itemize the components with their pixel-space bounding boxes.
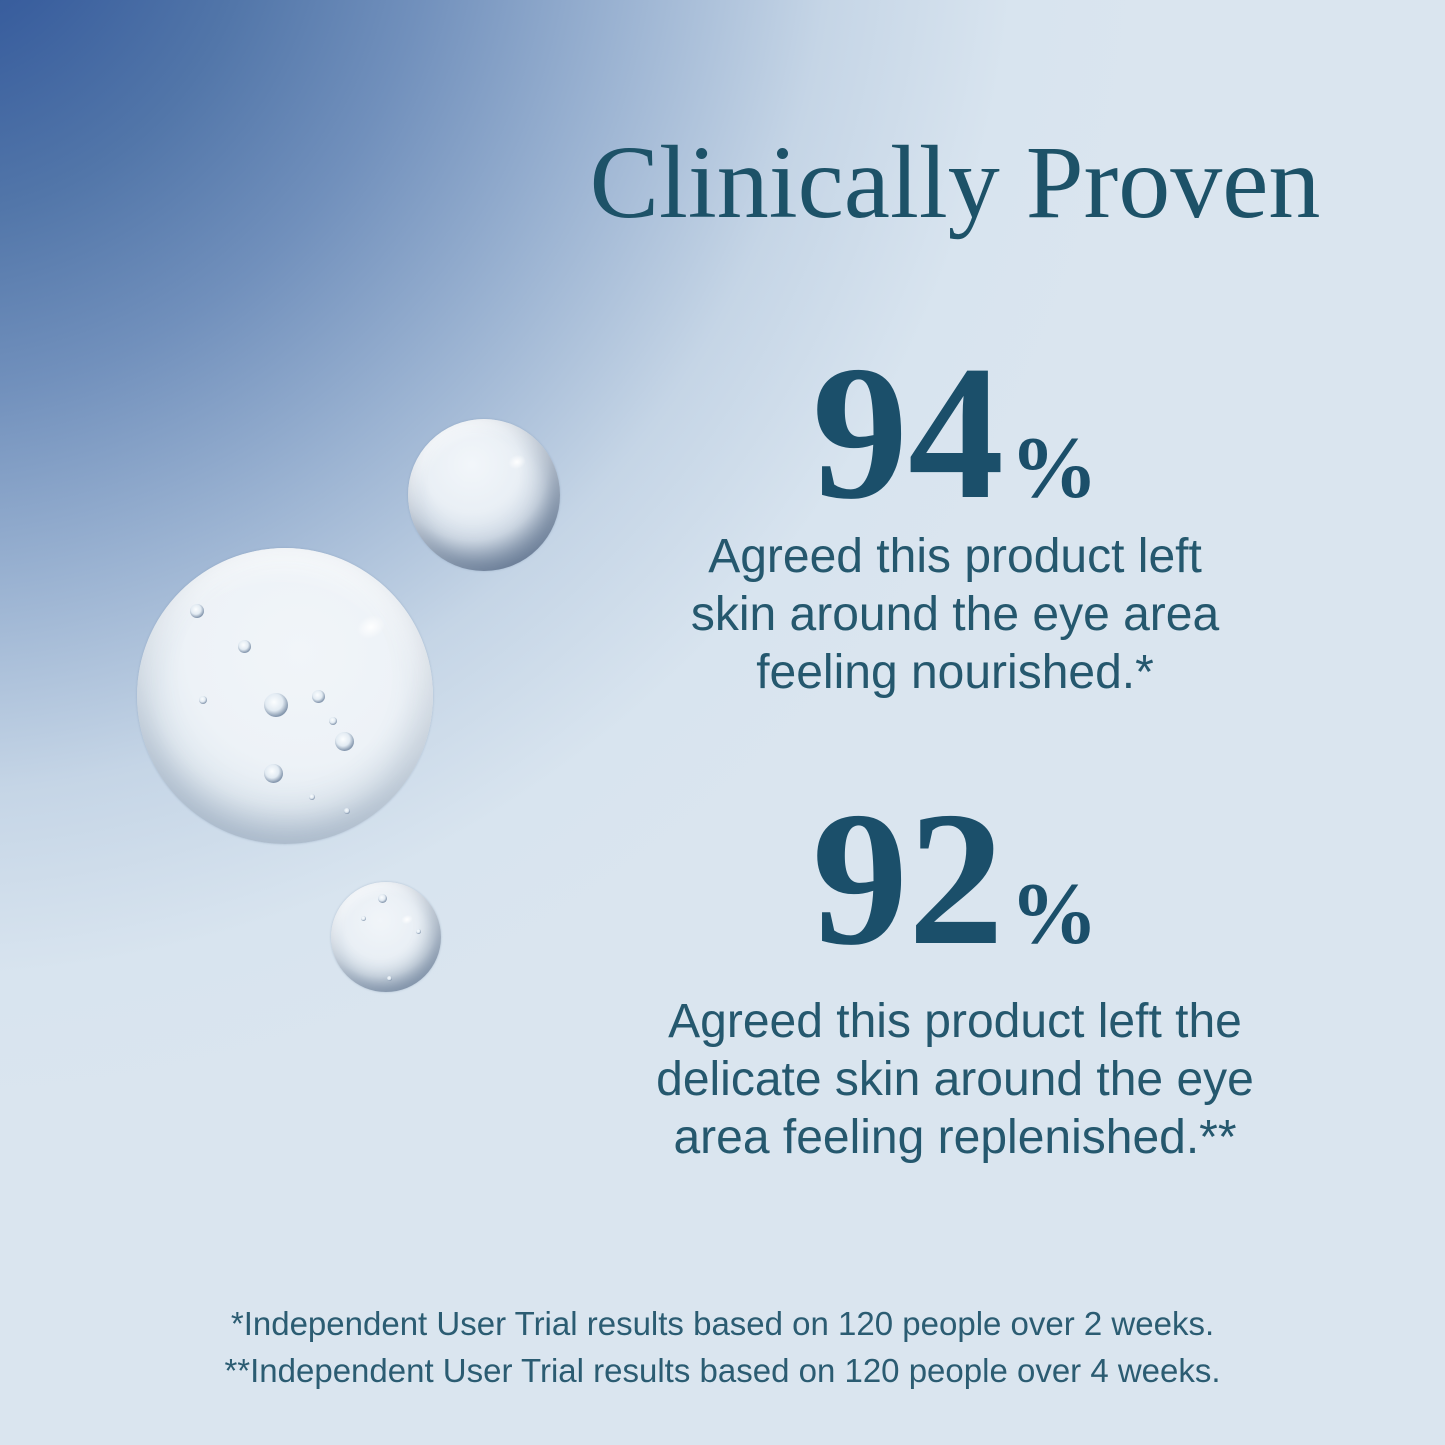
micro-bubble-icon: [415, 929, 421, 935]
serum-bubble-medium-icon: [408, 419, 560, 571]
micro-bubble-icon: [311, 690, 325, 704]
stat-value-92: 92%: [535, 783, 1375, 975]
stat-description-line: feeling nourished.*: [756, 646, 1154, 699]
stat-description-line: skin around the eye area: [690, 588, 1220, 641]
stat-description-line: delicate skin around the eye: [656, 1053, 1254, 1106]
micro-bubble-icon: [335, 731, 355, 751]
stat-number-text: 94: [812, 326, 1004, 539]
micro-bubble-icon: [237, 639, 251, 653]
micro-bubble-icon: [199, 696, 208, 704]
stat-description-92: Agreed this product left the delicate sk…: [535, 993, 1375, 1167]
stat-description-94: Agreed this product left skin around the…: [535, 528, 1375, 702]
serum-bubble-large-icon: [137, 548, 433, 844]
micro-bubble-icon: [344, 808, 351, 815]
micro-bubble-icon: [378, 894, 388, 904]
percent-sign: %: [1010, 420, 1098, 517]
stat-number-text: 92: [812, 772, 1004, 985]
page-title: Clinically Proven: [589, 125, 1321, 240]
micro-bubble-icon: [387, 975, 393, 981]
stat-description-line: Agreed this product left: [708, 530, 1202, 583]
micro-bubble-icon: [329, 716, 338, 725]
micro-bubble-icon: [360, 916, 366, 922]
serum-bubble-small-icon: [331, 882, 441, 992]
footnotes: *Independent User Trial results based on…: [0, 1300, 1445, 1394]
micro-bubble-icon: [190, 604, 205, 619]
footnote-line: **Independent User Trial results based o…: [224, 1352, 1221, 1389]
micro-bubble-icon: [308, 793, 315, 800]
stat-description-line: area feeling replenished.**: [673, 1111, 1237, 1164]
stat-value-94: 94%: [535, 337, 1375, 529]
footnote-line: *Independent User Trial results based on…: [230, 1305, 1215, 1342]
percent-sign: %: [1010, 866, 1098, 963]
micro-bubble-icon: [264, 764, 284, 784]
stat-description-line: Agreed this product left the: [668, 995, 1242, 1048]
micro-bubble-icon: [264, 693, 289, 718]
